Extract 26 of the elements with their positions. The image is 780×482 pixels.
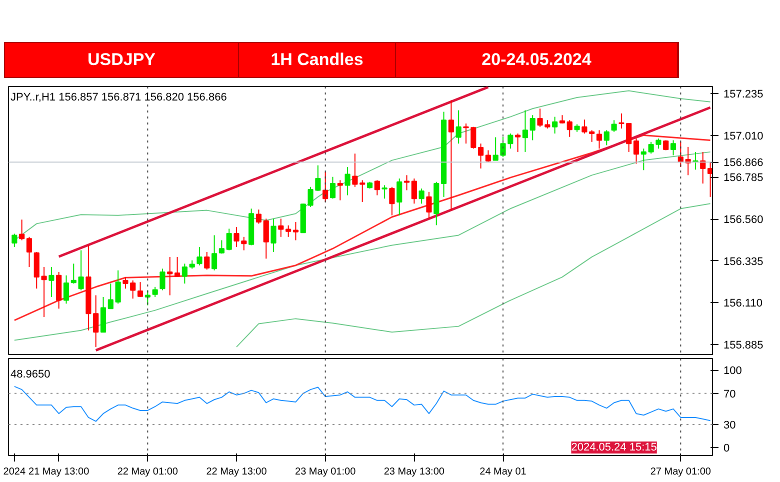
x-tick-label: 23 May 13:00 [384, 466, 445, 478]
annotation: 48.9650 [10, 368, 50, 380]
y-tick-label: 70 [724, 388, 736, 400]
y-tick-label: 155.885 [724, 340, 764, 352]
x-tick-label: 22 May 13:00 [206, 466, 268, 478]
y-tick-label: 156.560 [724, 214, 764, 226]
x-tick-label: 23 May 01:00 [295, 466, 356, 478]
y-tick-label: 157.235 [724, 88, 764, 101]
y-tick-label: 30 [724, 419, 736, 432]
y-tick-label: 156.335 [724, 256, 764, 268]
x-tick-label: 24 May 01 [480, 466, 527, 478]
y-tick-label: 156.110 [724, 298, 762, 310]
annotation: 2024.05.24 15:15 [571, 442, 657, 454]
ref-line-label: 156.866 [724, 157, 764, 170]
annotation: JPY..r,H1 156.857 156.871 156.820 156.866 [10, 92, 227, 104]
x-tick-label: 22 May 01:00 [117, 466, 178, 478]
x-tick-label: 2024 [3, 466, 26, 478]
chart-subtitle: 1H Candles [239, 43, 396, 77]
x-tick-label: 21 May 13:00 [28, 466, 90, 478]
y-tick-label: 0 [724, 442, 730, 455]
y-tick-label: 157.010 [724, 130, 764, 142]
x-tick-label: 27 May 01:00 [650, 466, 712, 478]
text: 20-24.05.2024 [396, 43, 678, 77]
chart-title: USDJPY [5, 43, 239, 77]
y-tick-label: 156.785 [724, 172, 764, 184]
y-tick-label: 100 [724, 365, 742, 378]
